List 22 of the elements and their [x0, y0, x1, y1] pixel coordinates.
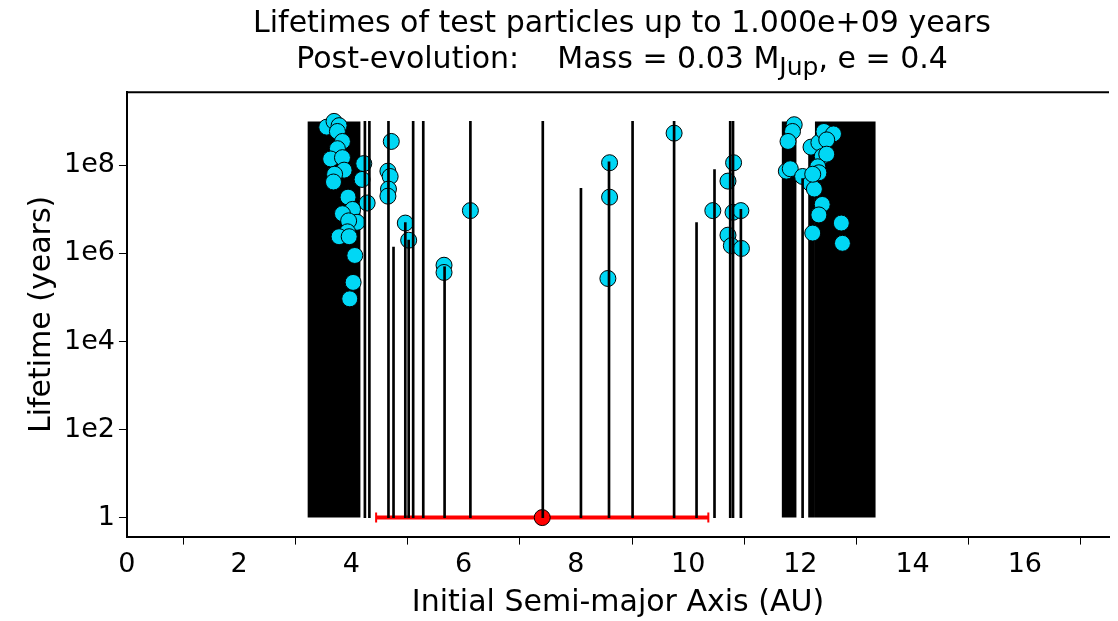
x-tick-label: 2	[230, 546, 248, 578]
bar	[695, 222, 698, 518]
chart-title: Lifetimes of test particles up to 1.000e+09 years	[252, 4, 992, 40]
x-tick-label: 0	[118, 546, 136, 578]
x-tick-label: 10	[670, 546, 706, 578]
x-axis-title: Initial Semi-major Axis (AU)	[411, 582, 825, 618]
x-tick-label: 14	[895, 546, 930, 578]
y-tick-label: 1e4	[64, 323, 115, 355]
chart-subtitle: Post-evolution: Mass = 0.03 M$_{Jup}$, e = 0.4	[295, 40, 949, 83]
x-tick-label: 6	[455, 546, 473, 578]
x-tick-label: 4	[342, 546, 361, 578]
x-tick-label: 8	[567, 546, 585, 578]
x-tick-label: 16	[1007, 546, 1043, 578]
y-tick-label: 1e6	[64, 235, 115, 267]
x-tick-label: 12	[783, 546, 818, 578]
bar	[631, 121, 634, 518]
bar	[392, 246, 395, 518]
y-tick-label: 1	[97, 499, 115, 531]
bar	[421, 121, 425, 518]
y-tick-label: 1e2	[64, 411, 115, 443]
y-tick-label: 1e8	[64, 147, 115, 179]
y-axis-title: Lifetime (years)	[21, 195, 57, 434]
